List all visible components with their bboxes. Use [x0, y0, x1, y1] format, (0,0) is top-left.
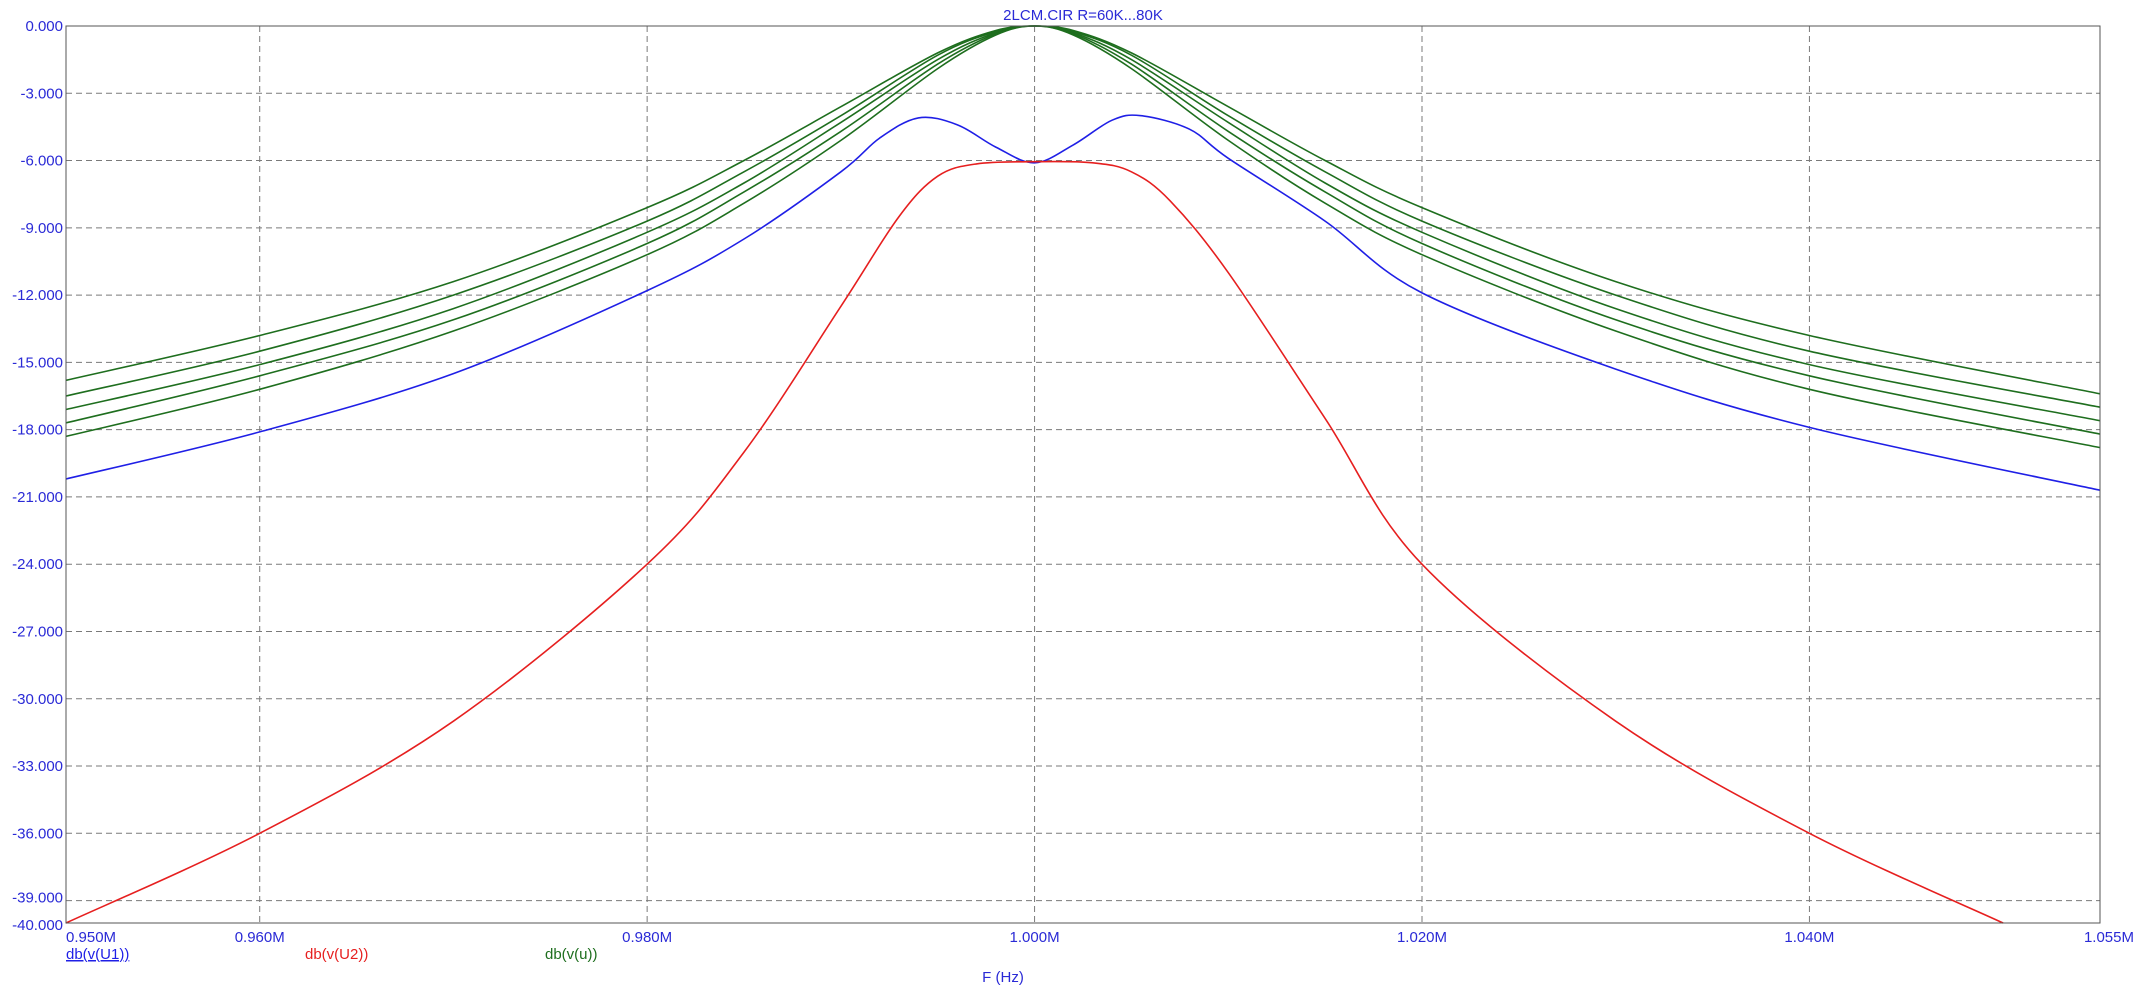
plot-frame [65, 25, 2101, 924]
series-line-7 [65, 25, 2101, 449]
y-tick-label: -9.000 [20, 220, 63, 237]
y-tick-label: -40.000 [12, 917, 63, 934]
legend-entry-3[interactable]: db(v(u)) [545, 946, 598, 963]
series-line-6 [65, 25, 2101, 435]
y-tick-label: -24.000 [12, 556, 63, 573]
y-tick-label: -39.000 [12, 890, 63, 907]
x-tick-label: 0.950M [66, 929, 116, 946]
x-axis-label: F (Hz) [982, 969, 1024, 986]
series-line-3 [65, 25, 2101, 395]
x-tick-label: 1.040M [1784, 929, 1834, 946]
chart-title: 2LCM.CIR R=60K...80K [1003, 7, 1163, 24]
series-line-2 [65, 160, 2004, 924]
series-line-4 [65, 25, 2101, 408]
x-tick-label: 0.980M [622, 929, 672, 946]
series-line-1 [65, 114, 2101, 491]
legend: db(v(U1)) db(v(U2)) db(v(u)) [66, 946, 598, 963]
y-tick-label: -3.000 [20, 85, 63, 102]
y-tick-label: 0.000 [25, 18, 63, 35]
legend-entry-2[interactable]: db(v(U2)) [305, 946, 368, 963]
x-tick-label: 0.960M [235, 929, 285, 946]
y-tick-label: -36.000 [12, 825, 63, 842]
y-tick-label: -15.000 [12, 354, 63, 371]
y-tick-label: -12.000 [12, 287, 63, 304]
x-axis-ticks: 0.950M 0.960M 0.980M 1.000M 1.020M 1.040M 1.05… [66, 929, 2134, 946]
y-tick-label: -33.000 [12, 758, 63, 775]
x-tick-label: 1.000M [1010, 929, 1060, 946]
y-axis-ticks: 0.000 -3.000 -6.000 -9.000 -12.000 -15.000 -18… [12, 18, 63, 934]
y-tick-label: -27.000 [12, 623, 63, 640]
x-tick-label: 1.020M [1397, 929, 1447, 946]
legend-entry-1[interactable]: db(v(U1)) [66, 946, 129, 963]
series-line-5 [65, 25, 2101, 422]
x-tick-label: 1.055M [2084, 929, 2134, 946]
y-tick-label: -30.000 [12, 691, 63, 708]
y-tick-label: -6.000 [20, 153, 63, 170]
y-tick-label: -18.000 [12, 422, 63, 439]
y-tick-label: -21.000 [12, 489, 63, 506]
grid [66, 26, 2100, 923]
